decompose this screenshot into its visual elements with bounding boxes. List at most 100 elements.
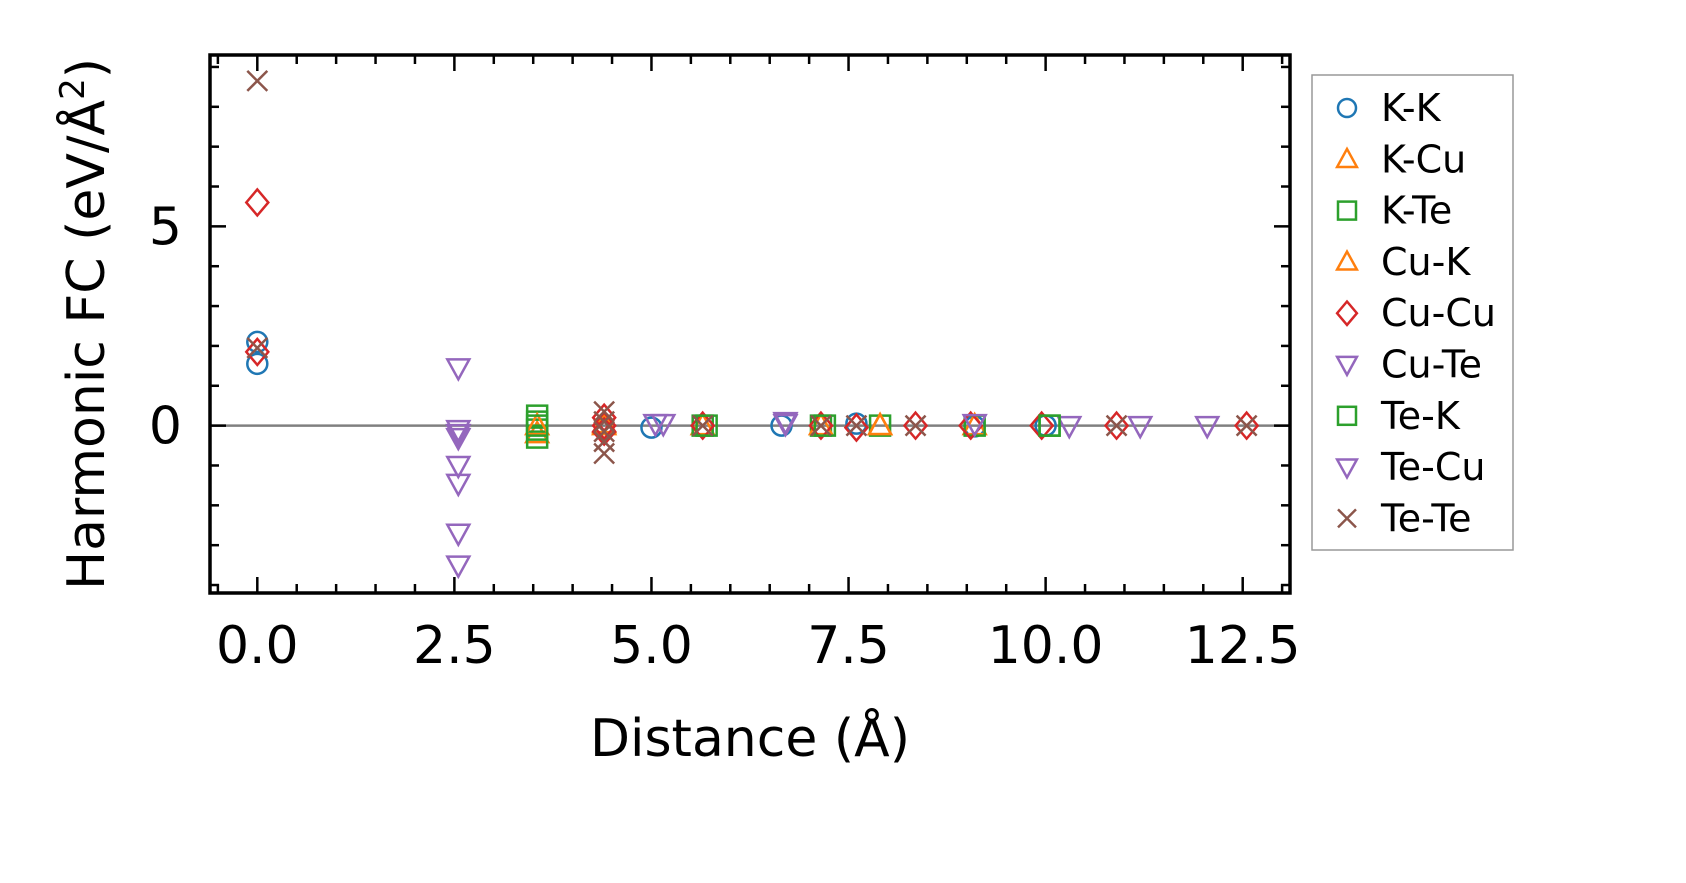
data-point bbox=[843, 412, 870, 443]
data-point bbox=[445, 427, 472, 452]
legend-item: Cu-Te bbox=[1334, 343, 1482, 387]
plot-frame bbox=[208, 53, 1292, 595]
data-point bbox=[445, 523, 472, 548]
x-axis-title: Distance (Å) bbox=[590, 707, 910, 769]
data-point bbox=[866, 411, 894, 436]
legend-marker bbox=[1334, 248, 1360, 271]
data-point bbox=[1038, 414, 1061, 437]
x-tick-label: 2.5 bbox=[413, 616, 496, 676]
legend-label: K-K bbox=[1381, 86, 1442, 130]
data-point bbox=[845, 414, 868, 437]
data-point bbox=[525, 414, 549, 437]
data-point bbox=[1194, 415, 1221, 440]
data-point bbox=[445, 555, 472, 580]
legend-marker bbox=[1334, 458, 1360, 481]
series-k-k bbox=[246, 330, 1057, 439]
data-point bbox=[244, 187, 270, 218]
data-point bbox=[808, 410, 834, 441]
data-point bbox=[1105, 414, 1128, 437]
data-point bbox=[650, 413, 677, 438]
data-point bbox=[593, 442, 616, 465]
data-point bbox=[810, 414, 832, 437]
y-axis-title-main: Harmonic FC (eV/Å bbox=[55, 99, 117, 590]
data-point bbox=[246, 352, 269, 376]
legend-marker bbox=[1336, 97, 1358, 119]
legend-label: Cu-K bbox=[1381, 240, 1471, 284]
legend-item: Cu-Cu bbox=[1335, 291, 1496, 335]
tick-labels: 0.0 2.5 5.0 7.5 10.0 12.5 0 5 bbox=[149, 197, 1301, 676]
x-tick-label: 12.5 bbox=[1185, 616, 1301, 676]
legend-label: K-Te bbox=[1381, 189, 1452, 233]
series-cu-te bbox=[445, 358, 1083, 580]
legend-item: K-K bbox=[1336, 86, 1442, 130]
data-point bbox=[524, 411, 551, 436]
series-te-te bbox=[246, 70, 1258, 465]
data-point bbox=[1029, 410, 1055, 441]
data-point bbox=[1103, 410, 1130, 441]
data-point bbox=[1127, 415, 1154, 440]
data-point bbox=[525, 426, 549, 449]
legend-label: Te-Te bbox=[1380, 496, 1472, 540]
data-point bbox=[958, 410, 984, 441]
data-point bbox=[1235, 414, 1258, 437]
y-axis-title: Harmonic FC (eV/Å2) bbox=[53, 58, 117, 590]
x-tick-label: 5.0 bbox=[610, 616, 693, 676]
y-tick-label: 5 bbox=[149, 197, 182, 257]
legend-label: Te-K bbox=[1380, 394, 1461, 438]
legend-marker bbox=[1337, 508, 1357, 529]
data-point bbox=[695, 414, 718, 437]
data-point bbox=[445, 455, 472, 480]
data-point bbox=[593, 420, 616, 443]
data-point bbox=[246, 337, 269, 359]
data-point bbox=[904, 414, 927, 437]
data-point bbox=[640, 416, 663, 439]
data-point bbox=[1056, 415, 1083, 440]
legend-marker bbox=[1335, 299, 1359, 327]
legend-marker bbox=[1334, 146, 1360, 169]
x-tick-label: 7.5 bbox=[807, 616, 890, 676]
legend-items: K-K K-Cu K-Te Cu-K Cu-Cu Cu-Te Te-K Te-Cu Te-Te bbox=[1334, 86, 1496, 540]
data-points bbox=[244, 70, 1260, 580]
data-point bbox=[902, 410, 929, 441]
data-point bbox=[961, 413, 988, 438]
data-point bbox=[445, 419, 472, 444]
x-tick-label: 10.0 bbox=[988, 616, 1104, 676]
legend-marker bbox=[1336, 200, 1358, 221]
legend-item: Te-Cu bbox=[1334, 445, 1485, 489]
legend-item: Te-Te bbox=[1337, 496, 1472, 540]
data-point bbox=[772, 413, 799, 438]
x-tick-label: 0.0 bbox=[216, 616, 299, 676]
data-point bbox=[246, 330, 269, 354]
data-point bbox=[591, 410, 617, 441]
y-axis-title-superscript: 2 bbox=[53, 78, 93, 100]
series-te-k bbox=[525, 414, 1061, 437]
data-point bbox=[1234, 410, 1260, 441]
data-point bbox=[445, 358, 472, 382]
legend-label: Cu-Te bbox=[1381, 343, 1482, 387]
axis-ticks bbox=[210, 55, 1290, 593]
legend-label: Te-Cu bbox=[1380, 445, 1485, 489]
series-cu-cu bbox=[244, 187, 1260, 447]
legend-item: K-Te bbox=[1336, 189, 1452, 233]
legend-item: Te-K bbox=[1336, 394, 1461, 438]
data-point bbox=[244, 336, 270, 367]
data-point bbox=[813, 414, 837, 437]
legend-item: Cu-K bbox=[1334, 240, 1471, 284]
legend-item: K-Cu bbox=[1334, 137, 1466, 181]
legend: K-K K-Cu K-Te Cu-K Cu-Cu Cu-Te Te-K Te-Cu Te-Te bbox=[1311, 74, 1514, 551]
data-point bbox=[691, 414, 714, 437]
data-point bbox=[690, 410, 716, 441]
y-axis-title-close: ) bbox=[57, 58, 117, 78]
legend-marker bbox=[1334, 355, 1360, 378]
legend-label: K-Cu bbox=[1381, 137, 1466, 181]
legend-label: Cu-Cu bbox=[1381, 291, 1496, 335]
legend-marker bbox=[1336, 405, 1358, 427]
data-point bbox=[866, 411, 894, 436]
data-point bbox=[246, 70, 269, 92]
data-point bbox=[593, 410, 616, 433]
series-te-cu bbox=[445, 413, 1221, 448]
data-point bbox=[593, 400, 616, 423]
y-tick-label: 0 bbox=[149, 397, 182, 457]
data-point bbox=[445, 423, 472, 448]
